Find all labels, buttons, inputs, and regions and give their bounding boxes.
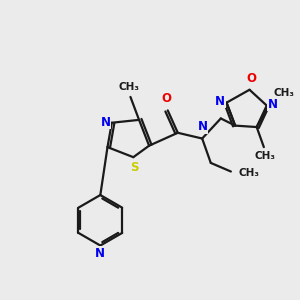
Text: CH₃: CH₃ [255, 152, 276, 161]
Text: N: N [215, 95, 225, 108]
Text: CH₃: CH₃ [238, 168, 259, 178]
Text: CH₃: CH₃ [274, 88, 295, 98]
Text: N: N [95, 247, 105, 260]
Text: N: N [268, 98, 278, 111]
Text: S: S [130, 160, 139, 174]
Text: N: N [198, 120, 208, 134]
Text: O: O [161, 92, 171, 105]
Text: O: O [246, 72, 256, 85]
Text: CH₃: CH₃ [118, 82, 140, 92]
Text: N: N [100, 116, 110, 129]
